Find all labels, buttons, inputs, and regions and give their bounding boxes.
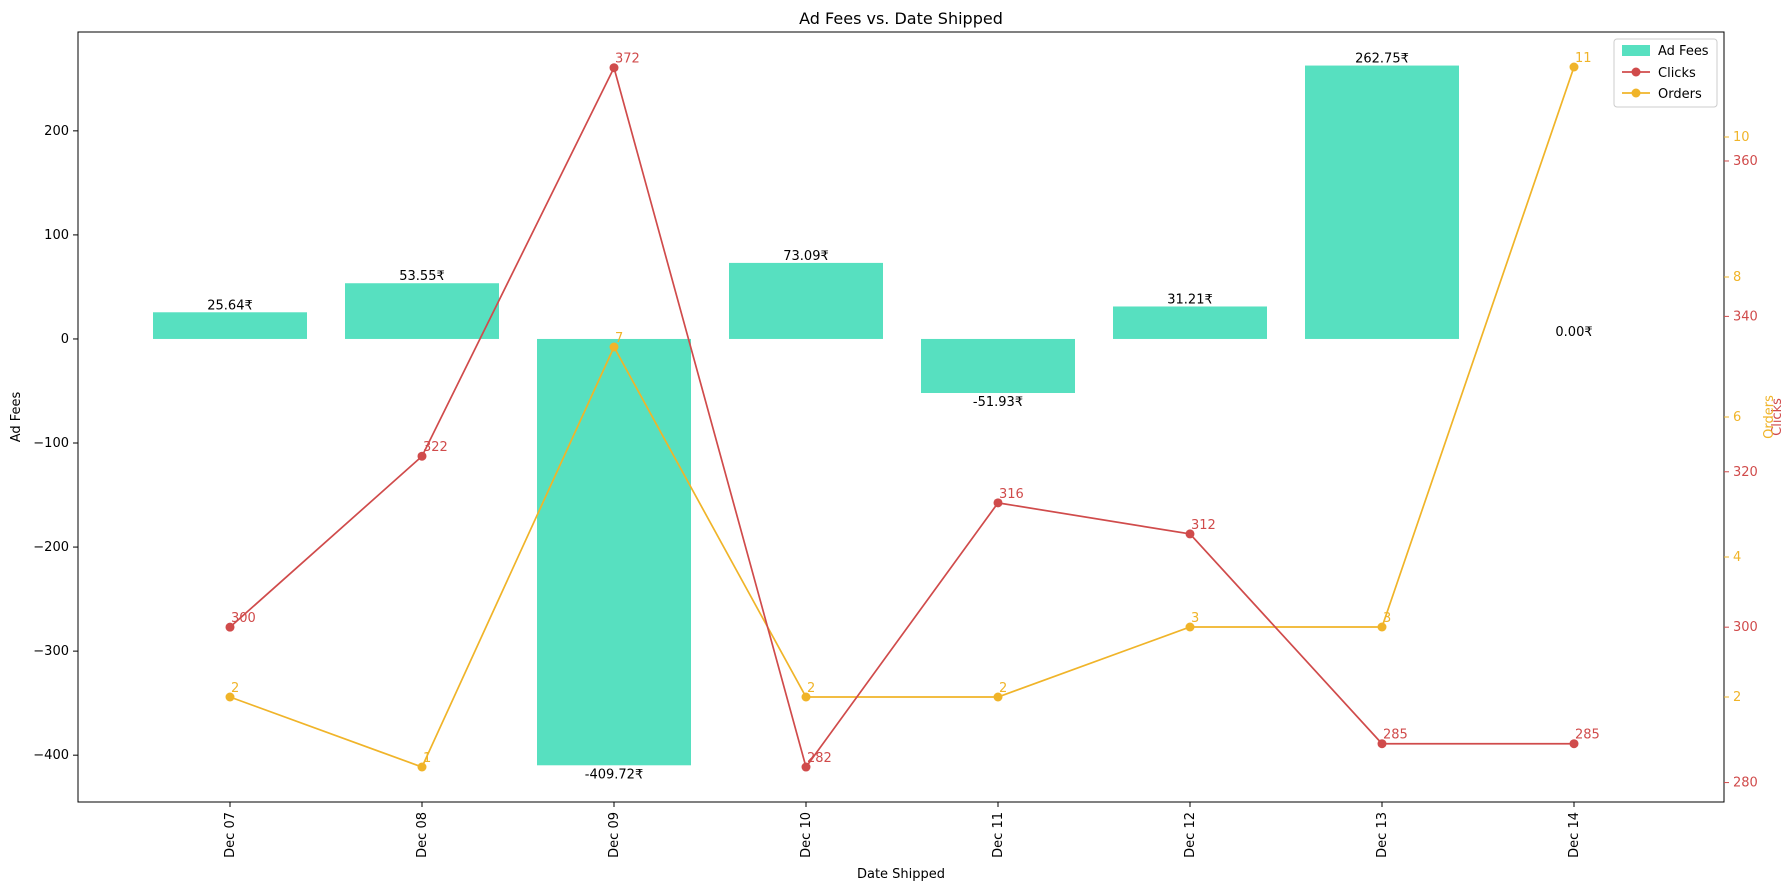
bar-dec-11: [921, 338, 1075, 393]
orders-axis-title: Orders: [1762, 395, 1777, 439]
clicks-axis-tick-label: 360: [1733, 154, 1758, 169]
bars-layer: [153, 65, 1459, 766]
orders-axis-tick-label: 2: [1733, 690, 1741, 705]
clicks-axis-tick-label: 280: [1733, 776, 1758, 791]
clicks-point: [1569, 739, 1579, 749]
y-axis-title: Ad Fees: [9, 391, 24, 442]
bar-value-label: 53.55₹: [399, 269, 445, 284]
orders-axis-tick-label: 6: [1733, 410, 1741, 425]
clicks-axis-title: Clicks: [1770, 398, 1785, 436]
left-axis-tick-label: −300: [33, 644, 69, 659]
orders-point: [1185, 622, 1195, 632]
bar-value-label: 73.09₹: [783, 249, 829, 264]
left-axis-tick-label: −100: [33, 436, 69, 451]
bar-value-label: 262.75₹: [1355, 52, 1409, 67]
clicks-axis-tick-label: 320: [1733, 465, 1758, 480]
bar-value-label: -409.72₹: [585, 767, 643, 782]
clicks-point: [417, 451, 427, 461]
bar-dec-07: [153, 312, 307, 339]
orders-point: [1569, 62, 1579, 72]
orders-axis-tick-label: 10: [1733, 130, 1750, 145]
orders-value-label: 2: [231, 681, 239, 696]
clicks-value-label: 312: [1191, 518, 1216, 533]
left-axis-tick-label: 200: [44, 124, 69, 139]
orders-point: [609, 342, 619, 352]
clicks-point: [1377, 739, 1387, 749]
legend-marker-clicks: [1631, 67, 1641, 77]
left-axis-tick-label: −400: [33, 748, 69, 763]
x-axis-title: Date Shipped: [857, 867, 945, 882]
clicks-value-label: 300: [231, 611, 256, 626]
bar-dec-10: [729, 262, 883, 339]
orders-value-label: 3: [1383, 611, 1391, 626]
x-axis-tick-label: Dec 13: [1375, 812, 1390, 858]
clicks-point: [1185, 529, 1195, 539]
orders-axis-tick-label: 4: [1733, 550, 1741, 565]
x-axis-tick-label: Dec 10: [799, 812, 814, 858]
axes-layer: −400 −300 −200 −100 0 100 200 Dec 07 Dec 08 Dec 0…: [33, 124, 1785, 858]
legend-marker-orders: [1631, 88, 1641, 98]
labels-layer: 25.64₹ 53.55₹ -409.72₹ 73.09₹ -51.93₹ 31.21₹ 2…: [207, 51, 1600, 782]
clicks-point: [801, 762, 811, 772]
x-axis-tick-label: Dec 11: [991, 812, 1006, 858]
clicks-axis-tick-label: 340: [1733, 309, 1758, 324]
left-axis-tick-label: −200: [33, 540, 69, 555]
legend-swatch-ad-fees: [1622, 45, 1650, 56]
legend-label-orders: Orders: [1658, 87, 1702, 102]
bar-dec-13: [1305, 65, 1459, 339]
orders-value-label: 2: [999, 681, 1007, 696]
x-axis-tick-label: Dec 09: [607, 812, 622, 858]
legend: Ad Fees Clicks Orders: [1613, 38, 1718, 108]
x-axis-tick-label: Dec 07: [223, 812, 238, 858]
x-axis-tick-label: Dec 12: [1183, 812, 1198, 858]
orders-value-label: 3: [1191, 611, 1199, 626]
orders-point: [801, 692, 811, 702]
clicks-point: [225, 622, 235, 632]
left-axis-tick-label: 0: [61, 332, 69, 347]
legend-label-ad-fees: Ad Fees: [1658, 44, 1709, 59]
orders-value-label: 1: [423, 751, 431, 766]
bar-dec-09: [537, 338, 691, 766]
bar-value-label: 0.00₹: [1555, 325, 1592, 340]
bar-value-label: 31.21₹: [1167, 292, 1213, 307]
orders-point: [1377, 622, 1387, 632]
orders-value-label: 11: [1575, 51, 1592, 66]
clicks-value-label: 285: [1575, 728, 1600, 743]
clicks-line: [229, 65, 1574, 769]
clicks-axis-tick-label: 300: [1733, 620, 1758, 635]
left-axis-tick-label: 100: [44, 228, 69, 243]
orders-axis-tick-label: 8: [1733, 270, 1741, 285]
bar-value-label: 25.64₹: [207, 298, 253, 313]
x-axis-tick-label: Dec 14: [1567, 812, 1582, 858]
clicks-value-label: 322: [423, 440, 448, 455]
legend-label-clicks: Clicks: [1658, 66, 1696, 81]
chart-title: Ad Fees vs. Date Shipped: [799, 9, 1003, 28]
orders-value-label: 2: [807, 681, 815, 696]
clicks-value-label: 282: [807, 751, 832, 766]
bar-dec-12: [1113, 306, 1267, 339]
orders-value-label: 7: [615, 331, 623, 346]
clicks-value-label: 316: [999, 487, 1024, 502]
orders-point: [225, 692, 235, 702]
bar-dec-08: [345, 283, 499, 339]
orders-point: [993, 692, 1003, 702]
clicks-value-label: 285: [1383, 728, 1408, 743]
bar-value-label: -51.93₹: [973, 395, 1023, 410]
orders-line: [229, 66, 1575, 769]
clicks-value-label: 372: [615, 52, 640, 67]
clicks-point: [993, 498, 1003, 508]
lines-layer: [225, 62, 1579, 772]
orders-point: [417, 762, 427, 772]
clicks-point: [609, 63, 619, 73]
x-axis-tick-label: Dec 08: [415, 812, 430, 858]
